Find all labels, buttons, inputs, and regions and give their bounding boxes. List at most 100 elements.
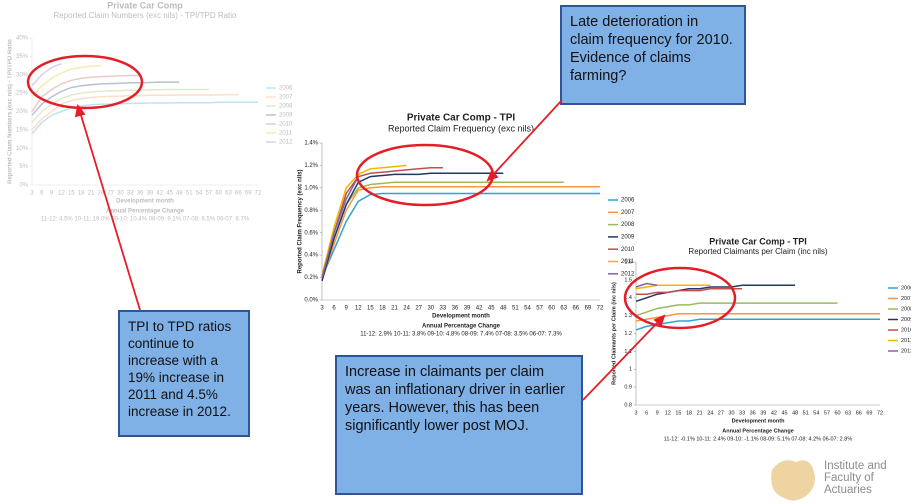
x-tick-label: 27 (718, 410, 724, 416)
x-tick-label: 27 (415, 306, 422, 312)
x-tick-label: 15 (68, 191, 75, 197)
legend-label: 2012 (901, 348, 911, 354)
x-tick-label: 18 (78, 191, 85, 197)
x-tick-label: 3 (320, 306, 324, 312)
y-tick-label: 1.0% (304, 185, 318, 191)
x-tick-label: 33 (127, 191, 134, 197)
x-tick-label: 57 (206, 191, 213, 197)
legend-label: 2011 (279, 131, 293, 137)
y-tick-label: 35% (16, 54, 29, 60)
series-line (31, 93, 239, 131)
x-tick-label: 63 (560, 306, 567, 312)
x-axis-label: Development month (432, 314, 490, 320)
series-line (321, 176, 359, 278)
y-tick-label: 1.4% (304, 141, 318, 147)
callout: Late deterioration in claim frequency fo… (560, 5, 746, 105)
series-line (635, 284, 796, 303)
x-tick-label: 3 (30, 191, 34, 197)
x-tick-label: 30 (427, 306, 434, 312)
series-line (636, 288, 743, 295)
legend-label: 2010 (279, 122, 293, 128)
legend-label: 2006 (279, 86, 293, 92)
x-tick-label: 69 (866, 410, 872, 416)
x-tick-label: 42 (476, 306, 483, 312)
y-tick-label: 15% (16, 127, 29, 133)
x-tick-label: 24 (707, 410, 713, 416)
y-tick-label: 0% (19, 183, 28, 189)
x-tick-label: 63 (845, 410, 851, 416)
legend-label: 2012 (279, 140, 293, 146)
x-tick-label: 48 (792, 410, 798, 416)
x-tick-label: 60 (548, 306, 555, 312)
x-tick-label: 36 (137, 191, 144, 197)
x-tick-label: 51 (186, 191, 193, 197)
x-tick-label: 63 (225, 191, 232, 197)
x-tick-label: 54 (196, 191, 203, 197)
x-tick-label: 60 (215, 191, 222, 197)
x-tick-label: 60 (835, 410, 841, 416)
x-tick-label: 24 (403, 306, 410, 312)
y-tick-label: 10% (16, 146, 29, 152)
x-tick-label: 42 (771, 410, 777, 416)
chart-title: Private Car Comp - TPI (407, 113, 516, 124)
y-tick-label: 5% (19, 164, 28, 170)
series-line (321, 185, 600, 281)
chart-title: Private Car Comp (107, 0, 183, 10)
y-tick-label: 20% (16, 109, 29, 115)
x-tick-label: 57 (536, 306, 543, 312)
legend-label: 2011 (621, 259, 635, 265)
x-tick-label: 21 (697, 410, 703, 416)
x-tick-label: 15 (367, 306, 374, 312)
footer-title: Annual Percentage Change (722, 428, 794, 434)
x-tick-label: 54 (524, 306, 531, 312)
x-tick-label: 12 (665, 410, 671, 416)
legend-label: 2010 (621, 247, 635, 253)
y-tick-label: 1.2 (624, 331, 632, 337)
x-tick-label: 72 (877, 410, 883, 416)
chart-subtitle: Reported Claim Frequency (exc nils) (388, 123, 534, 133)
series-line (321, 181, 564, 278)
y-tick-label: 1 (629, 367, 632, 373)
x-tick-label: 24 (97, 191, 104, 197)
series-line (635, 318, 880, 331)
x-tick-label: 72 (597, 306, 604, 312)
x-tick-label: 54 (813, 410, 819, 416)
x-tick-label: 48 (500, 306, 507, 312)
x-tick-label: 21 (88, 191, 95, 197)
y-tick-label: 0.8 (624, 402, 632, 408)
x-tick-label: 57 (824, 410, 830, 416)
legend-label: 2007 (901, 296, 911, 302)
x-tick-label: 48 (176, 191, 183, 197)
y-tick-label: 1.6 (624, 259, 632, 265)
x-tick-label: 30 (117, 191, 124, 197)
footer: 11-12: 2.9% 10-11: 3.8% 09-10: 4.8% 08-0… (360, 332, 562, 338)
x-tick-label: 12 (58, 191, 65, 197)
legend-label: 2008 (901, 306, 911, 312)
legend-label: 2009 (279, 113, 293, 119)
y-tick-label: 40% (16, 36, 29, 42)
y-tick-label: 1.4 (624, 295, 632, 301)
logo-text: Institute and Faculty of Actuaries (824, 460, 887, 496)
legend-label: 2006 (901, 285, 911, 291)
series-line (321, 192, 600, 278)
x-tick-label: 39 (464, 306, 471, 312)
x-tick-label: 42 (156, 191, 163, 197)
x-axis-label: Development month (732, 418, 786, 424)
x-tick-label: 66 (856, 410, 862, 416)
x-tick-label: 39 (147, 191, 154, 197)
x-tick-label: 12 (355, 306, 362, 312)
legend-label: 2007 (621, 210, 635, 216)
x-tick-label: 69 (585, 306, 592, 312)
x-tick-label: 72 (255, 191, 262, 197)
legend-label: 2010 (901, 327, 911, 333)
footer: 11-12: 4.5% 10-11: 19.0% 09-10: 10.4% 08… (41, 217, 250, 223)
x-tick-label: 66 (235, 191, 242, 197)
x-tick-label: 21 (391, 306, 398, 312)
chart-subtitle: Reported Claim Numbers (exc nils) - TPI/… (53, 11, 237, 20)
x-tick-label: 36 (750, 410, 756, 416)
